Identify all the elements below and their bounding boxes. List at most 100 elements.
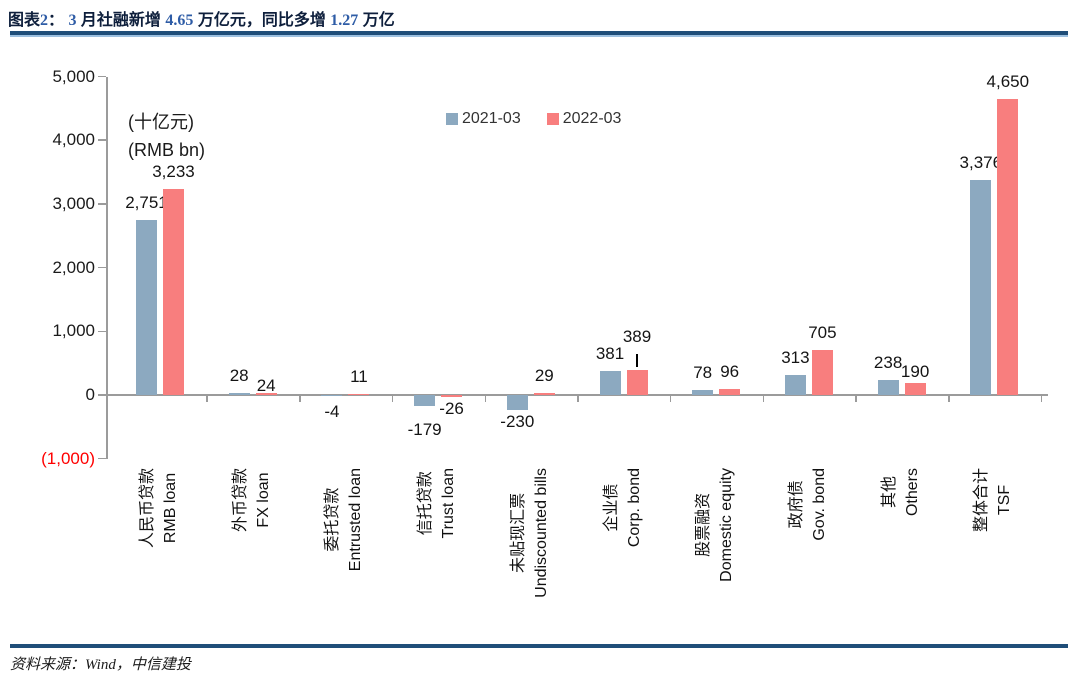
category-name-cn: 整体合计 <box>973 468 991 533</box>
category-name-cn: 股票融资 <box>695 492 713 557</box>
category-label-rotated: 政府债 Gov. bond <box>785 468 833 654</box>
legend-item-2021-03: 2021-03 <box>446 110 521 128</box>
category-name-en: Corp. bond <box>625 468 643 548</box>
category-name-cn: 外币贷款 <box>231 468 249 533</box>
category-label-lines: 企业债 Corp. bond <box>600 468 646 547</box>
bar-value-label: 78 <box>693 363 713 383</box>
x-axis-tick <box>299 396 301 402</box>
category-name-cn: 委托贷款 <box>324 487 342 552</box>
category-label: 未贴现汇票 Undiscounted bills <box>507 468 555 660</box>
bar-value-label: 4,650 <box>986 71 1030 91</box>
y-axis-line <box>106 76 108 459</box>
bar-value-label: 389 <box>622 327 652 347</box>
x-axis-tick <box>1040 396 1043 402</box>
bar-2022-03 <box>348 394 370 395</box>
category-name-en: Domestic equity <box>718 468 736 582</box>
bar-2022-03 <box>533 393 555 395</box>
bar-2022-03 <box>719 388 741 395</box>
category-name-en: TSF <box>996 484 1014 516</box>
bar-2021-03 <box>877 379 899 395</box>
bar-2021-03 <box>970 179 992 395</box>
bar-value-label: 381 <box>595 343 625 363</box>
title-segment: 月社融新增 <box>76 12 166 29</box>
title-segment: ： <box>48 12 69 29</box>
bar-value-label: 28 <box>229 366 249 386</box>
y-axis-tick <box>98 139 106 141</box>
y-tick-label: 0 <box>85 385 95 404</box>
title-segment: 4.65 <box>165 12 194 29</box>
bar-2022-03 <box>626 370 648 395</box>
title-segment: 图表 <box>8 12 41 29</box>
category-label-rotated: 人民币贷款 RMB loan <box>136 468 184 654</box>
bar-2021-03 <box>506 395 528 410</box>
category-label-rotated: 外币贷款 FX loan <box>229 468 277 654</box>
bar-2022-03 <box>163 189 184 395</box>
y-axis-tick <box>98 457 106 460</box>
category-label-rotated: 委托贷款 Entrusted loan <box>321 468 369 654</box>
axis-unit-label-cn: (十亿元) <box>128 112 194 132</box>
bar-2022-03 <box>904 382 926 395</box>
x-axis-tick <box>669 396 672 402</box>
category-label: 整体合计 TSF <box>970 468 1018 660</box>
bar-value-label: 29 <box>534 366 554 386</box>
bar-value-label: 313 <box>781 348 810 368</box>
footer-divider <box>10 644 1068 648</box>
y-axis-tick <box>98 75 106 78</box>
bar-value-label: -230 <box>500 411 535 431</box>
bar-value-label: -179 <box>407 420 442 440</box>
title-segment: 万亿元，同比多增 <box>193 12 331 29</box>
category-name-en: Trust loan <box>440 468 458 539</box>
axis-unit-label-en: (RMB bn) <box>128 140 206 160</box>
bar-value-label: 3,376 <box>959 152 1003 172</box>
category-label: 其他 Others <box>878 468 926 660</box>
bar-2022-03 <box>441 395 463 397</box>
category-label: 外币贷款 FX loan <box>229 468 277 660</box>
category-label-lines: 其他 Others <box>878 468 924 516</box>
category-label-lines: 信托贷款 Trust loan <box>414 468 460 539</box>
x-axis-tick <box>206 396 208 402</box>
category-label: 企业债 Corp. bond <box>600 468 648 660</box>
category-label: 政府债 Gov. bond <box>785 468 833 660</box>
category-label-lines: 未贴现汇票 Undiscounted bills <box>507 468 553 598</box>
category-label-lines: 外币贷款 FX loan <box>229 468 275 532</box>
title-segment: 3 <box>68 12 77 29</box>
bar-2021-03 <box>692 390 714 395</box>
title-divider-light-line <box>10 35 1068 37</box>
title-segment: 万亿 <box>358 12 395 29</box>
y-tick-label: 4,000 <box>52 130 95 150</box>
bar-value-label: 11 <box>350 367 368 386</box>
bar-2021-03 <box>414 395 436 407</box>
tsf-grouped-bar-chart: (十亿元) (RMB bn) 2021-03 2022-03 5,000 4,000… <box>0 44 1080 644</box>
x-axis-tick <box>484 396 486 402</box>
bar-2021-03 <box>599 370 621 395</box>
legend-label: 2021-03 <box>462 110 521 127</box>
category-label-lines: 整体合计 TSF <box>970 468 1016 532</box>
category-label-lines: 政府债 Gov. bond <box>785 468 831 541</box>
category-label: 股票融资 Domestic equity <box>692 468 740 660</box>
x-axis-tick <box>577 396 579 402</box>
y-tick-label: (1,000) <box>41 448 95 468</box>
x-axis-line <box>107 394 1048 396</box>
category-label: 委托贷款 Entrusted loan <box>321 468 369 660</box>
legend-swatch-icon <box>546 113 559 125</box>
bar-value-label: 238 <box>873 352 903 372</box>
bar-2021-03 <box>228 393 250 395</box>
bar-value-label: 3,233 <box>152 162 195 182</box>
category-label-rotated: 未贴现汇票 Undiscounted bills <box>507 468 555 654</box>
title-segment: 2 <box>40 12 49 29</box>
bar-2021-03 <box>136 219 157 395</box>
category-name-cn: 政府债 <box>787 480 805 529</box>
label-leader-line <box>636 354 638 368</box>
category-label-rotated: 其他 Others <box>878 468 926 654</box>
category-name-cn: 未贴现汇票 <box>509 492 527 573</box>
category-label: 信托贷款 Trust loan <box>414 468 462 660</box>
category-label-lines: 委托贷款 Entrusted loan <box>321 468 367 571</box>
y-tick-label: 2,000 <box>52 257 95 277</box>
title-segment: 1.27 <box>330 12 359 29</box>
bar-value-label: -26 <box>439 398 464 418</box>
x-axis-tick <box>762 396 765 402</box>
bar-2021-03 <box>321 395 343 396</box>
x-axis-tick <box>855 396 857 402</box>
category-name-cn: 人民币贷款 <box>139 468 156 549</box>
